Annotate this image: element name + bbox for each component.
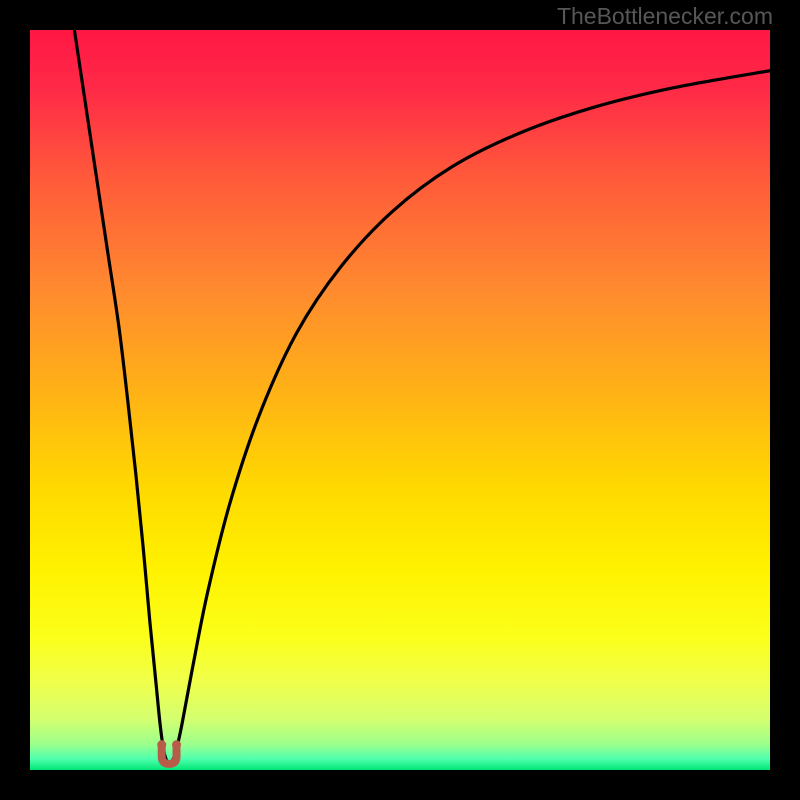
curve-min-marker xyxy=(157,740,181,764)
bottleneck-curve xyxy=(74,30,770,764)
chart-container: TheBottlenecker.com xyxy=(0,0,800,800)
plot-area xyxy=(30,30,770,770)
curve-layer xyxy=(30,30,770,770)
watermark-text: TheBottlenecker.com xyxy=(557,3,773,30)
